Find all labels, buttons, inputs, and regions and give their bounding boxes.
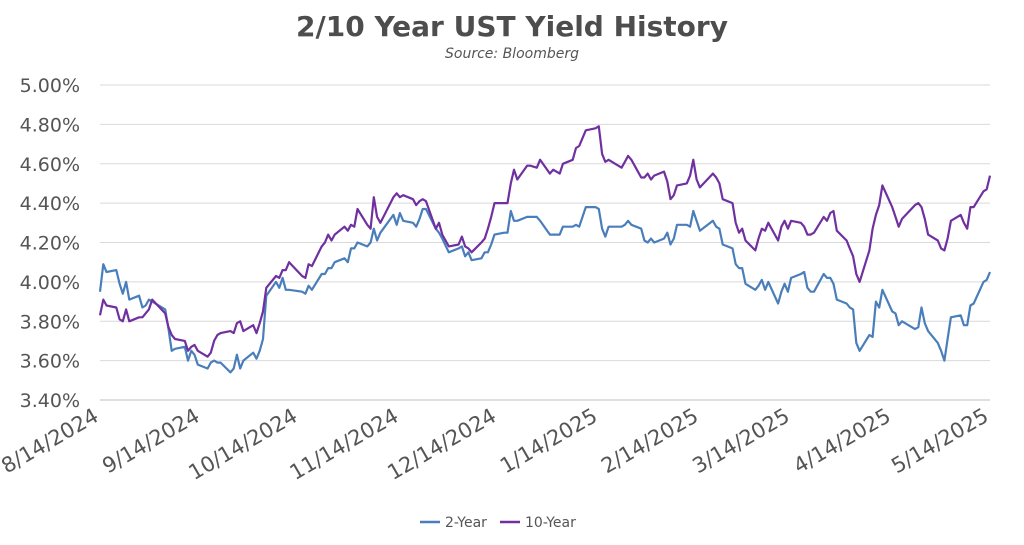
x-tick-label: 3/14/2025 (688, 404, 793, 479)
y-tick-label: 3.60% (20, 351, 80, 373)
y-tick-label: 3.80% (20, 311, 80, 333)
y-tick-label: 5.00% (20, 75, 80, 97)
x-axis-ticks: 8/14/20249/14/202410/14/202411/14/202412… (0, 404, 993, 485)
chart-subtitle: Source: Bloomberg (445, 46, 579, 62)
x-tick-label: 11/14/2024 (286, 404, 403, 485)
gridlines (100, 84, 990, 401)
x-tick-label: 2/14/2025 (597, 404, 702, 479)
chart-title: 2/10 Year UST Yield History (296, 10, 728, 43)
y-tick-label: 4.20% (20, 233, 80, 255)
y-tick-label: 4.80% (20, 114, 80, 136)
legend-label: 2-Year (445, 515, 487, 531)
y-tick-label: 4.40% (20, 193, 80, 215)
y-tick-label: 3.40% (20, 390, 80, 412)
y-tick-label: 4.00% (20, 272, 80, 294)
legend-label: 10-Year (525, 515, 576, 531)
y-tick-label: 4.60% (20, 154, 80, 176)
x-tick-label: 12/14/2024 (383, 404, 500, 485)
x-tick-label: 4/14/2025 (789, 404, 894, 479)
series-line-10-year (98, 125, 992, 358)
legend: 2-Year 10-Year (420, 515, 576, 531)
x-tick-label: 5/14/2025 (887, 404, 992, 479)
x-tick-label: 8/14/2024 (0, 404, 102, 479)
series-lines (98, 125, 992, 374)
series-line-2-year (98, 206, 992, 374)
x-tick-label: 10/14/2024 (185, 404, 302, 485)
y-axis-ticks: 3.40% 3.60% 3.80% 4.00% 4.20% 4.40% 4.60% 4.80%… (20, 75, 80, 412)
x-tick-label: 1/14/2025 (496, 404, 601, 479)
